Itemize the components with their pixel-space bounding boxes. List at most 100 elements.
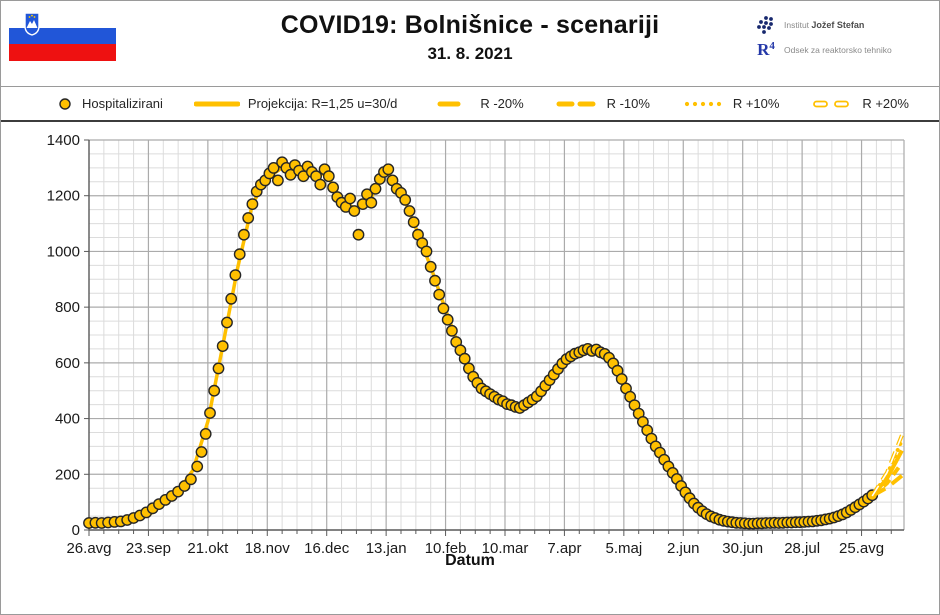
institute-name-light: Institut (784, 20, 810, 30)
y-tick-label: 800 (55, 299, 80, 316)
x-tick-label: 23.sep (126, 540, 171, 557)
slovenia-flag-icon (9, 11, 116, 61)
x-tick-label: 30.jun (722, 540, 763, 557)
institute-name-bold: Jožef Stefan (811, 20, 865, 30)
data-point (445, 324, 458, 337)
legend-item-r_plus10[interactable]: R +10% (681, 96, 780, 111)
data-point (195, 446, 208, 458)
y-tick-label: 0 (72, 522, 80, 539)
legend-swatch-dash_hollow-icon (813, 100, 850, 107)
data-point (437, 302, 450, 315)
legend-item-hospitalizirani[interactable]: Hospitalizirani (56, 96, 163, 111)
logo-dot (769, 22, 773, 26)
data-point (382, 163, 395, 176)
logo-dot (769, 17, 773, 21)
ijs-dots-logo-icon (753, 14, 779, 36)
data-point (314, 178, 327, 191)
data-point (229, 269, 242, 282)
data-point (233, 248, 246, 261)
scenario-fan (870, 434, 904, 498)
legend-swatch-dash_long-icon (437, 101, 461, 106)
institute-name: Institut Jožef Stefan (784, 20, 864, 30)
data-point (615, 373, 628, 385)
data-point (344, 192, 356, 205)
chart-legend: Hospitalizirani Projekcija: R=1,25 u=30/d… (1, 87, 939, 122)
legend-label: R -10% (606, 96, 650, 111)
data-point (191, 460, 204, 473)
tick-marks (84, 139, 892, 536)
data-point (237, 228, 250, 241)
grid-minor (89, 140, 904, 530)
flag-red-stripe (9, 44, 116, 61)
y-tick-label: 600 (55, 355, 80, 372)
x-tick-label: 26.avg (66, 540, 111, 557)
department-name: Odsek za reaktorsko tehniko (784, 44, 892, 55)
page-title: COVID19: Bolnišnice - scenariji (280, 11, 660, 39)
y-tick-label: 400 (55, 411, 80, 428)
report-date: 31. 8. 2021 (427, 44, 513, 63)
data-point (420, 245, 433, 258)
ijs-logo-row: Institut Jožef Stefan (753, 14, 923, 36)
data-point (441, 313, 454, 326)
x-tick-label: 18.nov (245, 540, 291, 557)
legend-item-projekcija[interactable]: Projekcija: R=1,25 u=30/d (193, 96, 398, 111)
logo-dot (762, 30, 766, 34)
data-point (429, 274, 441, 287)
projection-line (87, 166, 874, 526)
x-tick-label: 28.jul (784, 540, 820, 557)
legend-swatch-dash_double-icon (556, 101, 596, 106)
legend-swatch-solid-icon (193, 101, 240, 106)
data-point (458, 352, 471, 365)
data-point (212, 362, 225, 375)
legend-item-r_plus20[interactable]: R +20% (810, 96, 909, 111)
data-point (225, 292, 238, 305)
y-tick-label: 200 (55, 466, 80, 483)
scenario-line-r_plus20-inner (871, 435, 903, 497)
data-point (352, 228, 365, 241)
y-tick-label: 1400 (47, 132, 80, 149)
data-point (221, 316, 233, 329)
slovenia-coat-of-arms-icon (24, 12, 40, 36)
legend-item-r_minus20[interactable]: R -20% (428, 96, 524, 111)
data-point (399, 194, 412, 206)
report-header: COVID19: Bolnišnice - scenariji 31. 8. 2… (1, 1, 939, 87)
y-tick-label: 1200 (47, 188, 80, 205)
data-point (199, 427, 212, 440)
grid-major (89, 139, 905, 530)
y-tick-label: 1000 (47, 243, 80, 260)
legend-swatch-marker-icon (59, 97, 71, 110)
logo-dot (762, 25, 766, 29)
data-point (407, 216, 420, 229)
data-point (267, 162, 280, 174)
x-tick-label: 25.avg (839, 540, 884, 557)
model-fit-line (87, 166, 874, 526)
hospitalized-series (83, 156, 879, 530)
legend-swatch-dots-icon (684, 101, 721, 106)
logo-dot (764, 16, 768, 20)
legend-label: R -20% (480, 96, 524, 111)
data-point (365, 196, 378, 209)
data-point (271, 174, 284, 187)
data-point (327, 181, 339, 194)
logo-dot (764, 21, 768, 25)
data-point (216, 340, 229, 353)
axis-labels: 0 200 400 600 800 1000 1200 1400 26.avg 23.sep 21.… (47, 132, 884, 557)
legend-label: R +10% (732, 96, 780, 111)
data-point (204, 407, 216, 419)
data-point (433, 288, 446, 301)
x-tick-label: 10.mar (482, 540, 529, 557)
data-point (208, 384, 221, 397)
x-tick-label: 10.feb (425, 540, 467, 557)
x-tick-label: 5.maj (606, 540, 643, 557)
data-point (369, 182, 382, 195)
legend-label: Projekcija: R=1,25 u=30/d (247, 96, 398, 111)
logo-dot (767, 26, 771, 30)
x-tick-label: 2.jun (667, 540, 700, 557)
data-point (403, 205, 416, 217)
data-point (322, 170, 335, 183)
legend-item-r_minus10[interactable]: R -10% (555, 96, 650, 111)
data-point (184, 473, 197, 486)
